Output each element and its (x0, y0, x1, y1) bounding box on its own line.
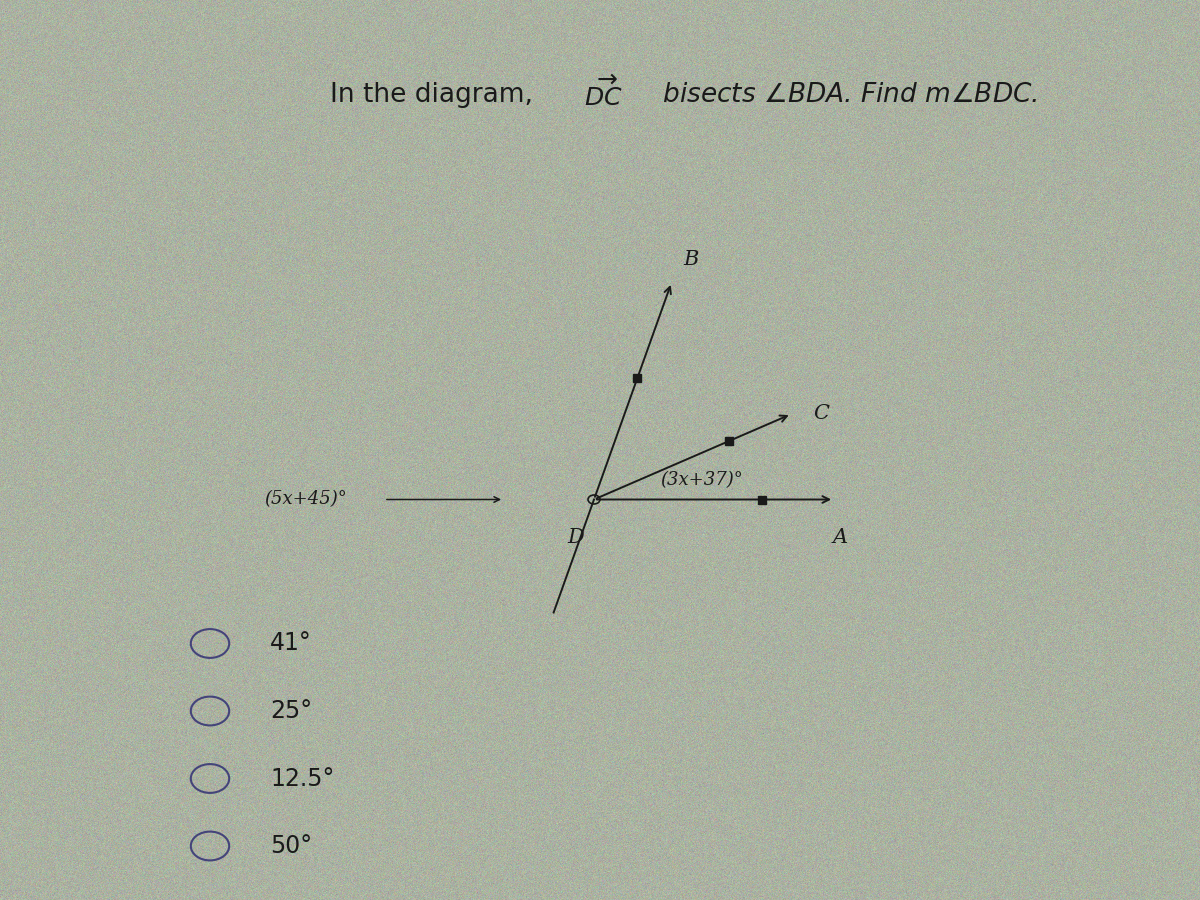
Text: D: D (568, 528, 584, 547)
Text: B: B (684, 249, 700, 269)
Text: In the diagram,: In the diagram, (330, 82, 533, 107)
Text: 50°: 50° (270, 834, 312, 858)
Text: 25°: 25° (270, 699, 312, 723)
Text: $\overrightarrow{DC}$: $\overrightarrow{DC}$ (584, 75, 623, 111)
Text: A: A (833, 528, 847, 547)
Text: (3x+37)°: (3x+37)° (660, 471, 743, 489)
Text: (5x+45)°: (5x+45)° (264, 491, 347, 508)
Text: 12.5°: 12.5° (270, 767, 335, 790)
Text: 41°: 41° (270, 632, 312, 655)
Text: bisects $\angle BDA$. Find $m\angle BDC$.: bisects $\angle BDA$. Find $m\angle BDC$… (654, 82, 1038, 107)
Text: C: C (814, 404, 829, 424)
